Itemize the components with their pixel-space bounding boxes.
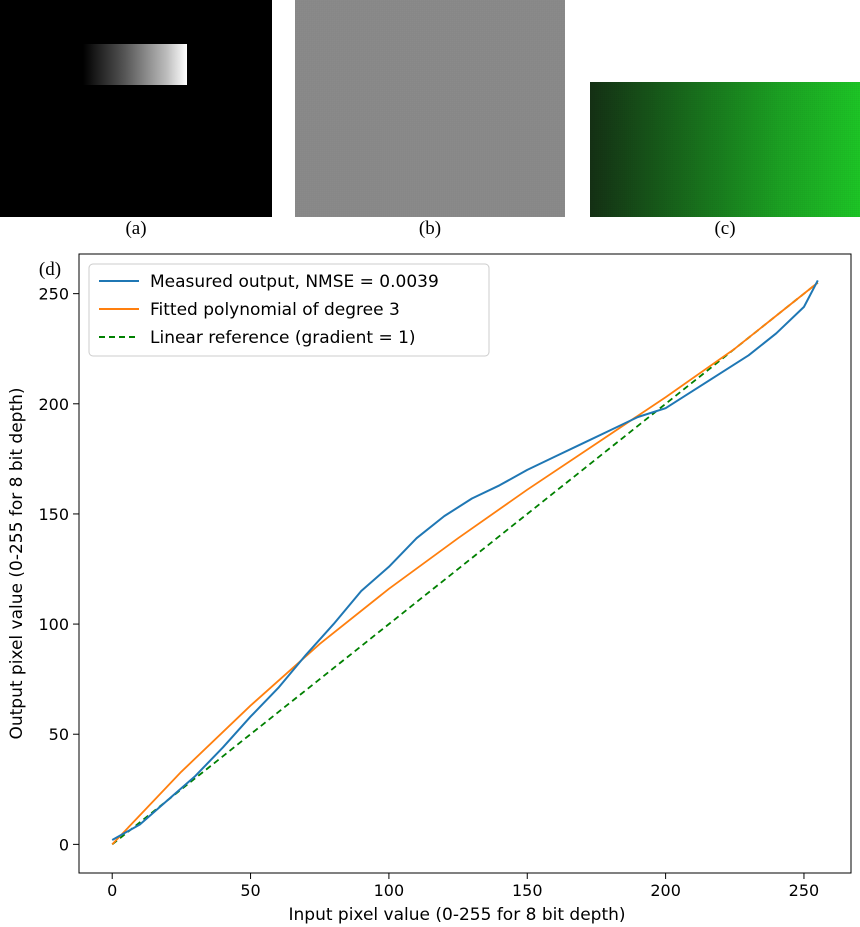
panel-a-image [0, 0, 272, 217]
y-tick-label: 150 [38, 505, 69, 524]
legend-entry-label: Measured output, NMSE = 0.0039 [150, 272, 439, 292]
y-tick-label: 100 [38, 615, 69, 634]
x-tick-label: 150 [512, 881, 543, 900]
plot-area: 0 50 100 150 200 250 0 50 100 150 200 250 Input pixe… [7, 253, 852, 925]
y-tick-label: 250 [38, 285, 69, 304]
y-tick-label: 200 [38, 395, 69, 414]
linear-reference-line [111, 281, 819, 846]
x-tick-label: 100 [374, 881, 405, 900]
panel-a-gradient-bar [83, 44, 187, 85]
x-tick-label: 200 [650, 881, 681, 900]
y-tick-label: 50 [49, 725, 69, 744]
panel-c-label: (c) [714, 218, 736, 239]
x-axis-label: Input pixel value (0-255 for 8 bit depth… [288, 905, 625, 925]
y-axis-label: Output pixel value (0-255 for 8 bit dept… [7, 387, 27, 739]
legend-entry-label: Fitted polynomial of degree 3 [150, 300, 400, 320]
panel-b-image [295, 0, 565, 217]
x-tick-label: 0 [107, 881, 117, 900]
measured-output-line [111, 279, 819, 841]
panel-c-image [590, 82, 860, 217]
legend-entry-label: Linear reference (gradient = 1) [150, 328, 416, 348]
axes-frame [78, 253, 852, 874]
y-tick-label: 0 [59, 835, 69, 854]
panel-d-label: (d) [38, 259, 62, 280]
panel-c-noise [590, 82, 860, 217]
x-tick-label: 50 [240, 881, 260, 900]
fitted-polynomial-line [111, 281, 819, 845]
x-tick-label: 250 [789, 881, 820, 900]
legend-box [88, 263, 490, 357]
panel-b-label: (b) [418, 218, 442, 239]
panel-a-label: (a) [125, 218, 147, 239]
